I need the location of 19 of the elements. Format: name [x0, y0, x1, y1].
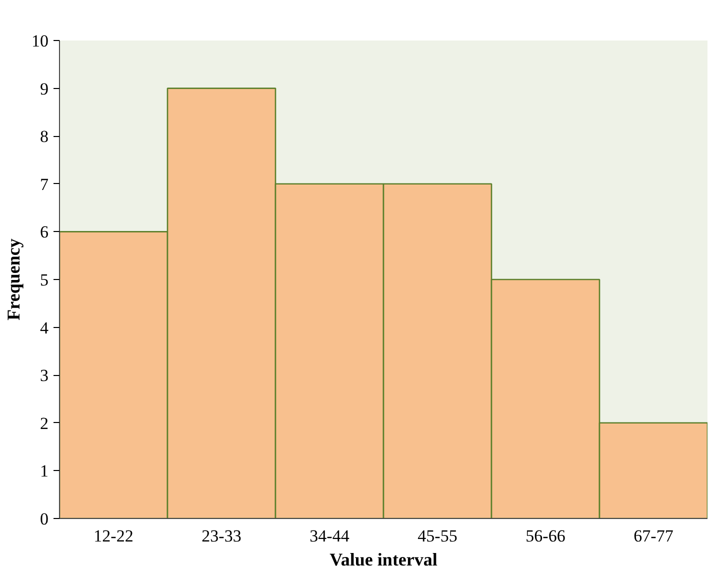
y-tick-label: 9: [40, 79, 48, 98]
y-tick-label: 4: [40, 318, 49, 338]
y-tick-label: 10: [32, 32, 48, 50]
x-tick-label: 34-44: [310, 526, 350, 546]
y-tick-label: 2: [40, 414, 48, 433]
y-tick-label: 1: [40, 462, 48, 481]
y-tick-label: 3: [40, 366, 48, 386]
y-tick-label: 8: [40, 127, 48, 146]
x-tick-label: 12-22: [94, 526, 134, 546]
x-tick-label: 67-77: [634, 526, 674, 546]
y-axis-title: Frequency: [4, 238, 24, 320]
x-tick-label: 45-55: [418, 526, 458, 546]
x-tick-label: 56-66: [526, 526, 566, 546]
y-tick-label: 0: [40, 510, 48, 528]
y-tick-label: 5: [40, 270, 48, 290]
x-axis-title: Value interval: [330, 550, 438, 570]
y-tick-label: 6: [40, 222, 48, 242]
y-tick-label: 7: [40, 174, 49, 194]
x-tick-label: 23-33: [202, 526, 242, 546]
